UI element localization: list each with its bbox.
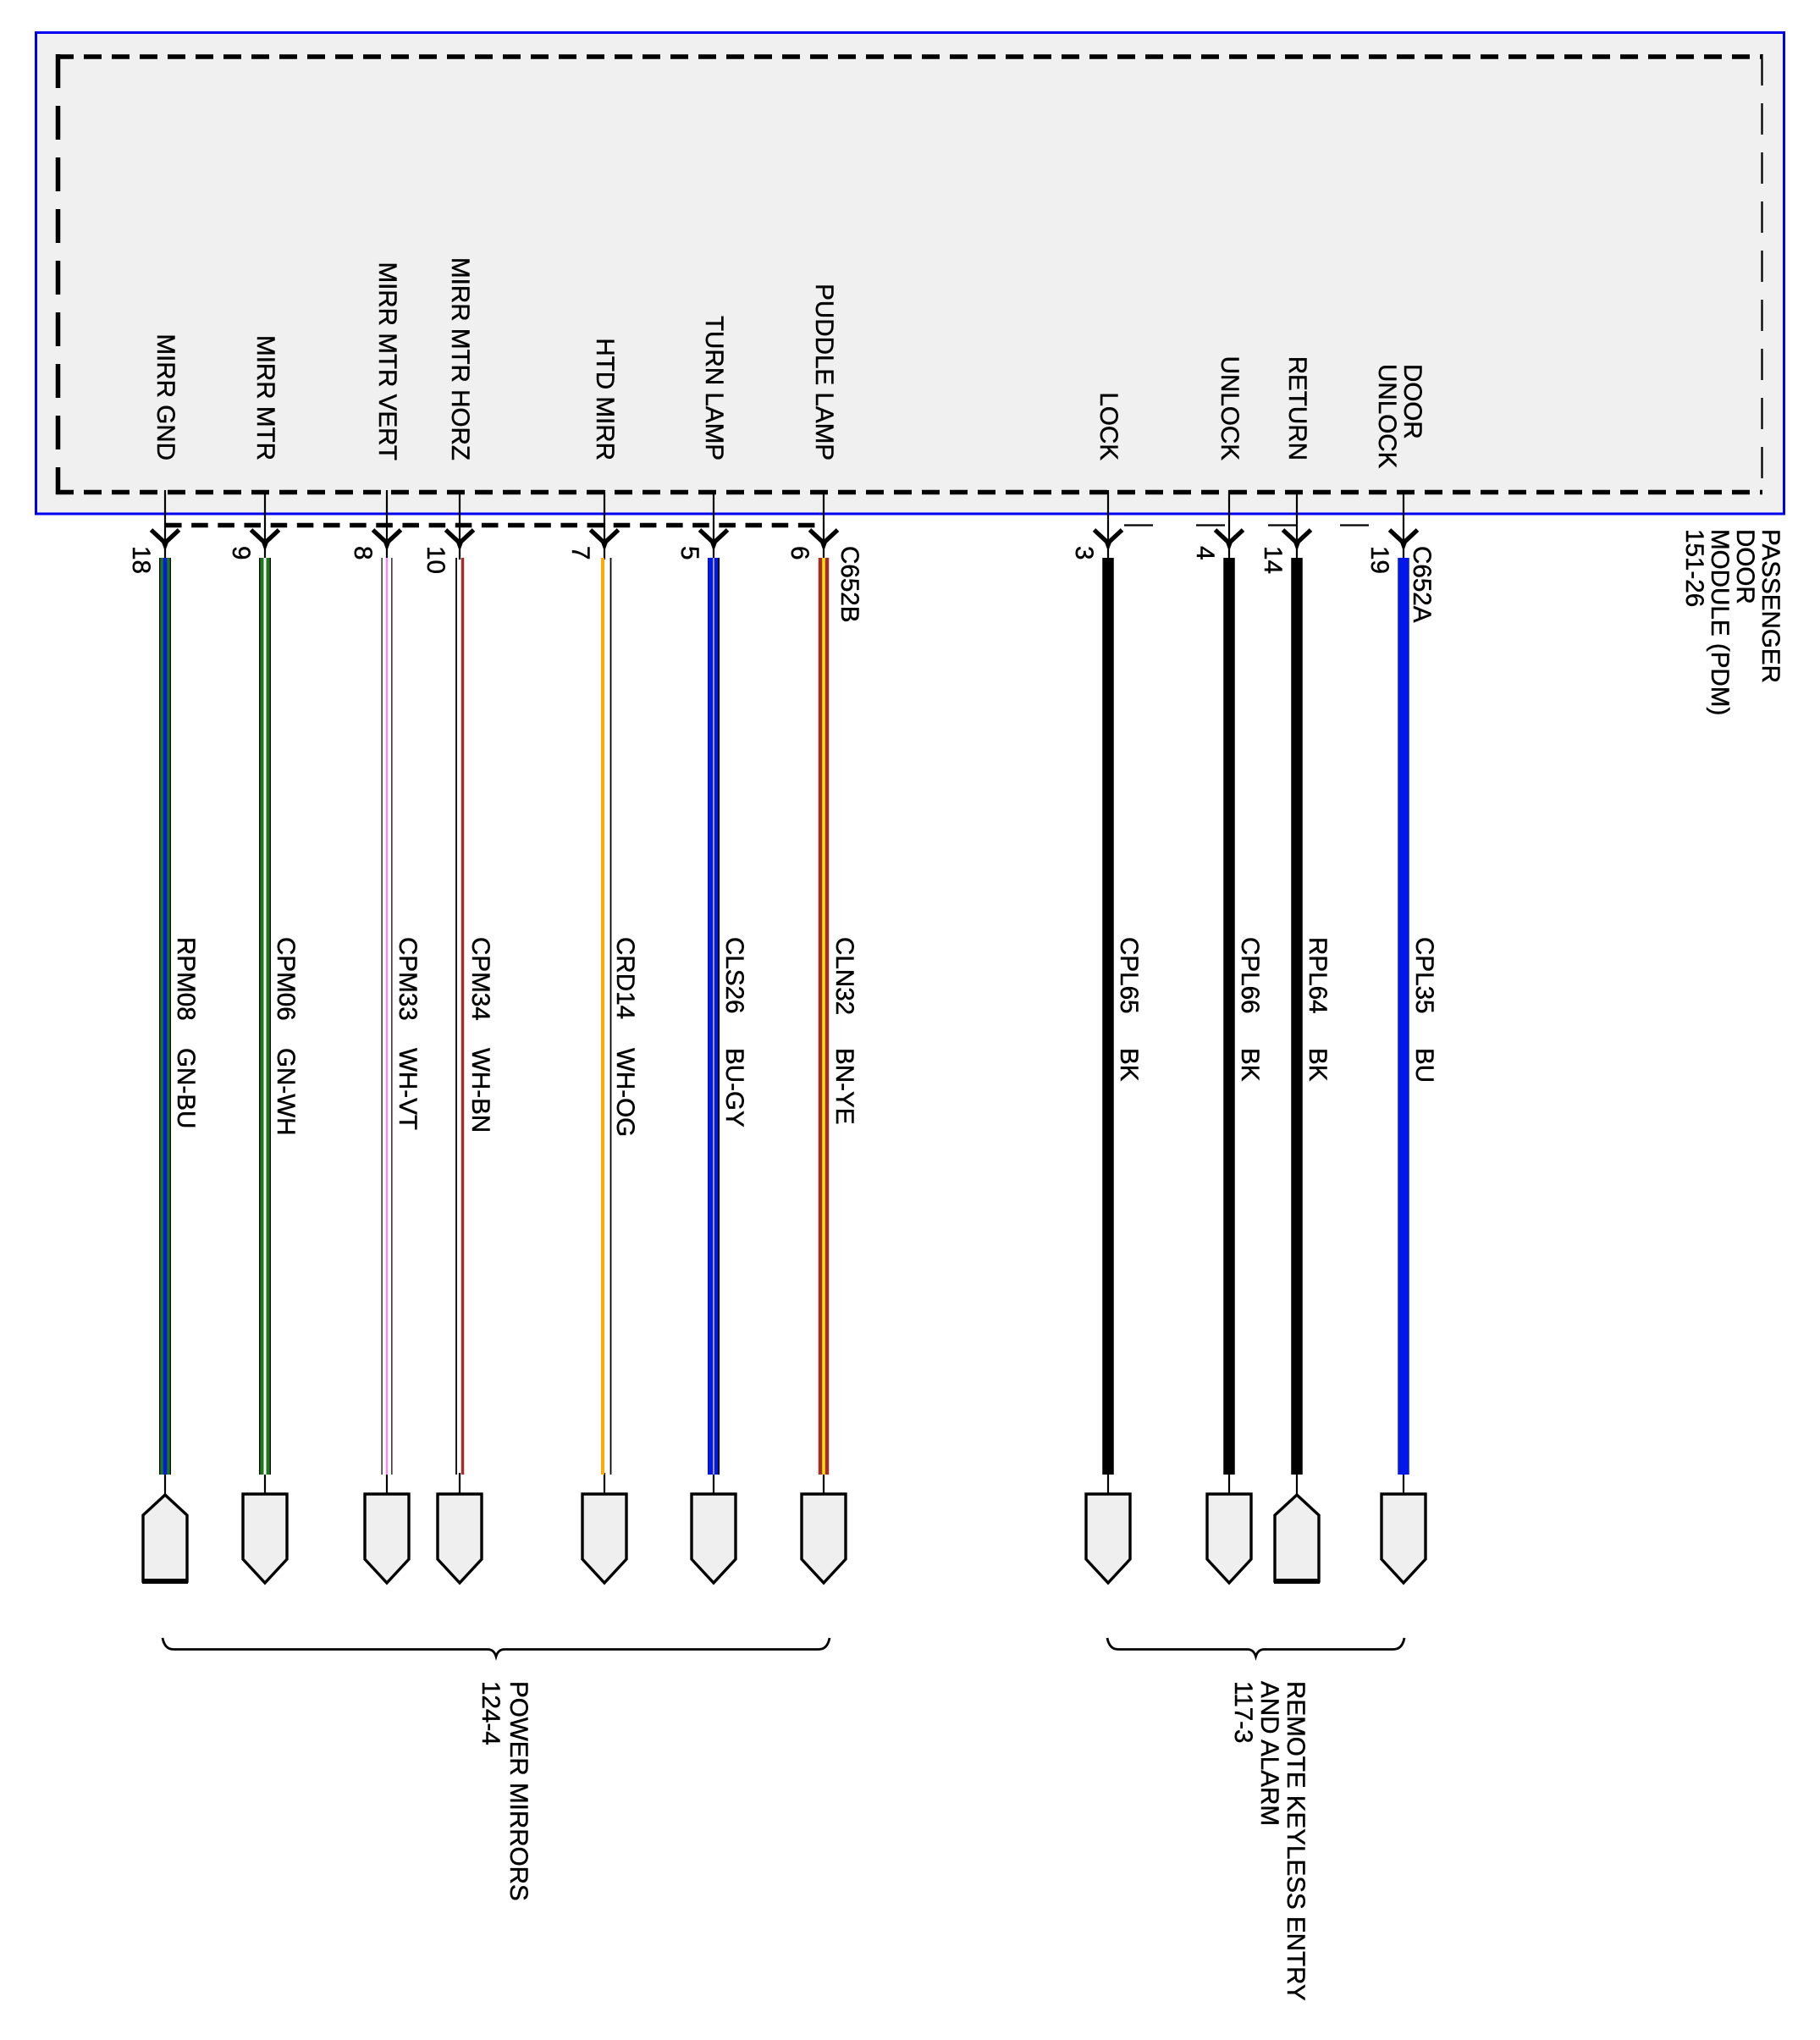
- svg-text:CRD14: CRD14: [611, 937, 639, 1019]
- svg-text:6: 6: [786, 546, 813, 560]
- svg-text:UNLOCK: UNLOCK: [1216, 356, 1244, 461]
- svg-text:CPL35: CPL35: [1410, 937, 1438, 1014]
- svg-text:RPM08: RPM08: [172, 937, 200, 1021]
- svg-text:AND ALARM: AND ALARM: [1255, 1681, 1283, 1826]
- svg-text:14: 14: [1259, 546, 1287, 574]
- svg-text:MIRR GND: MIRR GND: [152, 334, 179, 460]
- svg-text:CLN32: CLN32: [830, 937, 858, 1015]
- svg-text:MIRR MTR HORZ: MIRR MTR HORZ: [446, 257, 474, 460]
- svg-text:HTD MIRR: HTD MIRR: [591, 338, 619, 460]
- svg-text:MODULE (PDM): MODULE (PDM): [1706, 529, 1734, 715]
- svg-text:C652B: C652B: [836, 546, 863, 623]
- svg-text:DOOR: DOOR: [1731, 529, 1759, 604]
- svg-text:BU: BU: [1410, 1048, 1438, 1083]
- svg-text:CPM06: CPM06: [272, 937, 300, 1021]
- svg-text:TURN LAMP: TURN LAMP: [700, 316, 728, 460]
- svg-text:BN-YE: BN-YE: [830, 1048, 858, 1124]
- svg-text:PASSENGER: PASSENGER: [1757, 529, 1784, 683]
- svg-text:LOCK: LOCK: [1095, 392, 1122, 460]
- svg-text:CPM34: CPM34: [466, 937, 494, 1021]
- svg-text:CPL66: CPL66: [1236, 937, 1264, 1014]
- svg-text:7: 7: [566, 546, 594, 560]
- svg-text:RETURN: RETURN: [1283, 356, 1311, 460]
- svg-text:CPM33: CPM33: [394, 937, 422, 1021]
- svg-text:MIRR MTR VERT: MIRR MTR VERT: [373, 262, 401, 460]
- svg-text:RPL64: RPL64: [1304, 937, 1332, 1014]
- svg-text:117-3: 117-3: [1229, 1681, 1257, 1744]
- svg-text:WH-BN: WH-BN: [466, 1048, 494, 1133]
- svg-text:UNLOCK: UNLOCK: [1373, 364, 1401, 469]
- svg-text:CPL65: CPL65: [1115, 937, 1143, 1014]
- svg-text:BU-GY: BU-GY: [720, 1048, 748, 1128]
- svg-text:BK: BK: [1115, 1048, 1143, 1082]
- svg-text:C652A: C652A: [1408, 546, 1436, 623]
- svg-text:124-4: 124-4: [477, 1681, 505, 1745]
- svg-text:BK: BK: [1304, 1048, 1332, 1082]
- svg-text:19: 19: [1365, 546, 1393, 574]
- svg-text:GN-BU: GN-BU: [172, 1048, 200, 1128]
- svg-text:8: 8: [349, 546, 377, 560]
- svg-text:PUDDLE LAMP: PUDDLE LAMP: [810, 284, 838, 460]
- svg-text:WH-OG: WH-OG: [611, 1048, 639, 1137]
- svg-text:POWER MIRRORS: POWER MIRRORS: [505, 1681, 532, 1901]
- svg-text:DOOR: DOOR: [1398, 364, 1426, 439]
- svg-text:BK: BK: [1236, 1048, 1264, 1082]
- svg-text:MIRR MTR: MIRR MTR: [251, 335, 279, 460]
- svg-text:4: 4: [1191, 546, 1219, 560]
- svg-text:5: 5: [676, 546, 703, 560]
- svg-text:GN-WH: GN-WH: [272, 1048, 300, 1136]
- svg-text:151-26: 151-26: [1680, 529, 1708, 607]
- svg-text:WH-VT: WH-VT: [394, 1048, 422, 1130]
- svg-text:10: 10: [422, 546, 449, 574]
- svg-text:CLS26: CLS26: [720, 937, 748, 1014]
- svg-text:REMOTE KEYLESS ENTRY: REMOTE KEYLESS ENTRY: [1282, 1681, 1310, 2001]
- svg-text:3: 3: [1070, 546, 1098, 560]
- svg-text:9: 9: [227, 546, 255, 560]
- svg-text:18: 18: [127, 546, 155, 574]
